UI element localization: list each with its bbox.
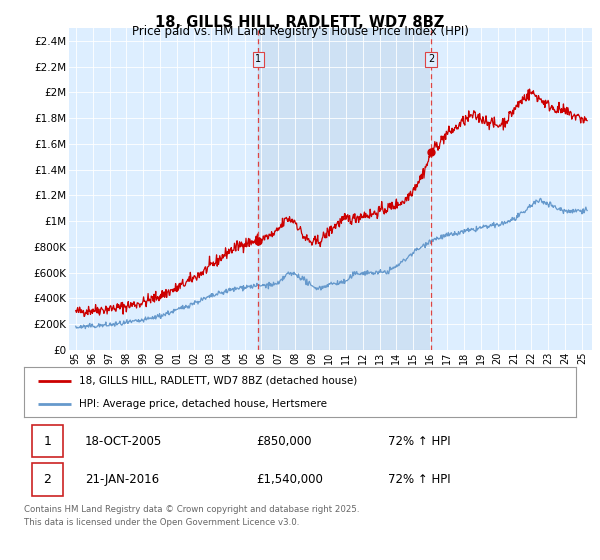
Text: 18-OCT-2005: 18-OCT-2005 xyxy=(85,435,162,447)
Text: 18, GILLS HILL, RADLETT, WD7 8BZ (detached house): 18, GILLS HILL, RADLETT, WD7 8BZ (detach… xyxy=(79,376,358,386)
Text: £1,540,000: £1,540,000 xyxy=(256,473,323,486)
Text: £850,000: £850,000 xyxy=(256,435,311,447)
Bar xyxy=(258,28,431,350)
Text: 18, GILLS HILL, RADLETT, WD7 8BZ: 18, GILLS HILL, RADLETT, WD7 8BZ xyxy=(155,15,445,30)
Text: 1: 1 xyxy=(44,435,52,447)
Text: 2: 2 xyxy=(428,54,434,64)
Text: 2: 2 xyxy=(44,473,52,486)
Text: 1: 1 xyxy=(255,54,261,64)
Text: 72% ↑ HPI: 72% ↑ HPI xyxy=(388,435,451,447)
Text: Price paid vs. HM Land Registry's House Price Index (HPI): Price paid vs. HM Land Registry's House … xyxy=(131,25,469,38)
FancyBboxPatch shape xyxy=(32,463,62,496)
FancyBboxPatch shape xyxy=(32,425,62,458)
Text: 21-JAN-2016: 21-JAN-2016 xyxy=(85,473,159,486)
Text: Contains HM Land Registry data © Crown copyright and database right 2025.
This d: Contains HM Land Registry data © Crown c… xyxy=(24,505,359,526)
Text: 72% ↑ HPI: 72% ↑ HPI xyxy=(388,473,451,486)
Text: HPI: Average price, detached house, Hertsmere: HPI: Average price, detached house, Hert… xyxy=(79,399,327,409)
